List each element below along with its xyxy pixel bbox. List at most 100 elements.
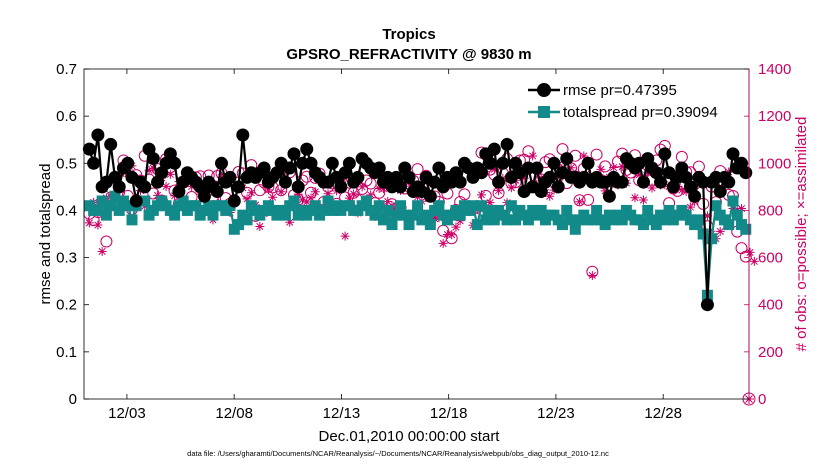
y-tick-label-left: 0.6 xyxy=(56,108,77,125)
rmse-point xyxy=(496,156,510,170)
obs-assimilated-point xyxy=(438,238,448,248)
rmse-point xyxy=(654,175,668,189)
totalspread-point xyxy=(318,204,330,216)
y-tick-label-right: 1000 xyxy=(758,155,791,172)
y-tick-label-right: 600 xyxy=(758,250,783,267)
totalspread-point xyxy=(373,200,385,212)
rmse-point xyxy=(543,170,557,184)
totalspread-point xyxy=(113,204,125,216)
rmse-point xyxy=(334,180,348,194)
rmse-point xyxy=(236,128,250,142)
obs-assimilated-point xyxy=(728,204,738,214)
rmse-point xyxy=(602,189,616,203)
obs-assimilated-point xyxy=(587,270,597,280)
obs-possible-point xyxy=(573,194,586,207)
obs-possible-point xyxy=(458,188,471,201)
obs-assimilated-point xyxy=(447,230,457,240)
totalspread-point xyxy=(412,200,424,212)
totalspread-point xyxy=(501,214,513,226)
obs-assimilated-point xyxy=(506,183,516,193)
obs-possible-point xyxy=(411,163,424,176)
obs-assimilated-point xyxy=(263,185,273,195)
totalspread-point xyxy=(109,190,121,202)
obs-assimilated-point xyxy=(344,193,354,203)
legend-totalspread-label: totalspread pr=0.39094 xyxy=(563,104,718,121)
obs-assimilated-point xyxy=(630,193,640,203)
obs-assimilated-point xyxy=(455,216,465,226)
obs-assimilated-point xyxy=(485,198,495,208)
obs-assimilated-point xyxy=(413,192,423,202)
obs-possible-point xyxy=(253,184,266,197)
totalspread-point xyxy=(650,219,662,231)
obs-assimilated-point xyxy=(647,183,657,193)
rmse-point xyxy=(423,189,437,203)
totalspread-point xyxy=(190,200,202,212)
obs-assimilated-point xyxy=(340,231,350,241)
rmse-point xyxy=(223,170,237,184)
chart-subtitle: GPSRO_REFRACTIVITY @ 9830 m xyxy=(286,46,531,63)
obs-assimilated-point xyxy=(600,186,610,196)
obs-assimilated-point xyxy=(575,197,585,207)
obs-assimilated-point xyxy=(242,194,252,204)
obs-assimilated-point xyxy=(323,189,333,199)
obs-assimilated-point xyxy=(609,163,619,173)
rmse-point xyxy=(129,194,143,208)
obs-assimilated-point xyxy=(566,163,576,173)
y-tick-label-left: 0.4 xyxy=(56,202,77,219)
rmse-point xyxy=(325,156,339,170)
rmse-point xyxy=(394,180,408,194)
x-tick-label: 12/28 xyxy=(644,405,682,422)
rmse-point xyxy=(227,194,241,208)
rmse-point xyxy=(372,161,386,175)
totalspread-point xyxy=(382,204,394,216)
rmse-point xyxy=(492,175,506,189)
totalspread-point xyxy=(710,200,722,212)
totalspread-point xyxy=(659,214,671,226)
y-tick-label-left: 0 xyxy=(69,391,77,408)
rmse-point xyxy=(475,166,489,180)
totalspread-point xyxy=(92,204,104,216)
totalspread-point xyxy=(100,209,112,221)
totalspread-point xyxy=(454,209,466,221)
x-tick-label: 12/23 xyxy=(537,405,575,422)
totalspread-point xyxy=(586,214,598,226)
obs-assimilated-point xyxy=(349,189,359,199)
rmse-point xyxy=(402,170,416,184)
rmse-point xyxy=(138,180,152,194)
totalspread-point xyxy=(727,195,739,207)
totalspread-point xyxy=(505,200,517,212)
totalspread-point xyxy=(96,195,108,207)
obs-assimilated-point xyxy=(737,204,747,214)
obs-assimilated-point xyxy=(494,186,504,196)
totalspread-point xyxy=(139,195,151,207)
totalspread-point xyxy=(279,209,291,221)
totalspread-point xyxy=(399,209,411,221)
obs-possible-point xyxy=(445,232,458,245)
y-tick-label-right: 1200 xyxy=(758,108,791,125)
totalspread-point xyxy=(207,209,219,221)
rmse-point xyxy=(581,156,595,170)
obs-assimilated-point xyxy=(745,247,755,257)
totalspread-point xyxy=(591,204,603,216)
totalspread-point xyxy=(360,195,372,207)
rmse-point xyxy=(197,189,211,203)
totalspread-point xyxy=(723,219,735,231)
rmse-point xyxy=(87,156,101,170)
rmse-point xyxy=(700,298,714,312)
totalspread-point xyxy=(731,209,743,221)
totalspread-point xyxy=(706,233,718,245)
obs-assimilated-point xyxy=(724,167,734,177)
totalspread-point xyxy=(288,195,300,207)
rmse-point xyxy=(104,137,118,151)
obs-assimilated-point xyxy=(638,195,648,205)
totalspread-point xyxy=(233,219,245,231)
obs-possible-point xyxy=(373,186,386,199)
y-tick-label-right: 400 xyxy=(758,297,783,314)
rmse-point xyxy=(688,189,702,203)
legend-rmse-marker xyxy=(537,83,551,97)
rmse-point xyxy=(342,156,356,170)
left-tick-group: 0 0.1 0.2 0.3 0.4 0.5 0.6 0.7 xyxy=(56,61,89,408)
totalspread-point xyxy=(424,219,436,231)
obs-possible-point xyxy=(100,235,113,248)
obs-possible-point xyxy=(582,193,595,206)
